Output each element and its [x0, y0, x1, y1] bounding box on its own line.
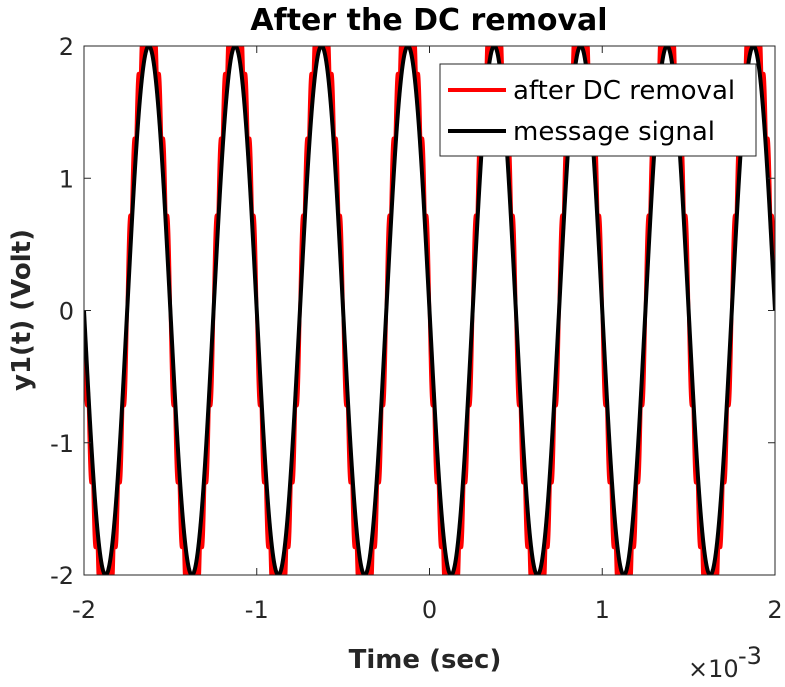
y-tick-label: -1: [50, 430, 74, 458]
legend: after DC removal message signal: [439, 63, 757, 157]
y-axis-label: y1(t) (Volt): [7, 229, 37, 391]
y-tick-label: 1: [59, 165, 74, 193]
x-tick-label: 2: [767, 596, 782, 624]
x-axis-label: Time (sec): [349, 645, 502, 675]
x-tick-label: -1: [245, 596, 269, 624]
x-axis-ticks: -2 -1 0 1 2: [72, 46, 783, 624]
y-tick-label: -2: [50, 562, 74, 590]
y-tick-label: 0: [59, 298, 74, 326]
legend-label-message-signal: message signal: [513, 117, 715, 147]
legend-label-after-dc-removal: after DC removal: [513, 76, 735, 106]
x-axis-exponent-base: ×10: [688, 655, 739, 682]
x-tick-label: 0: [422, 596, 437, 624]
chart-title: After the DC removal: [250, 3, 607, 38]
y-axis-ticks: -2 -1 0 1 2: [50, 33, 775, 590]
x-axis-exponent: ×10 -3: [688, 642, 762, 683]
x-tick-label: 1: [595, 596, 610, 624]
legend-box: [439, 63, 757, 157]
x-tick-label: -2: [72, 596, 96, 624]
y-tick-label: 2: [59, 33, 74, 61]
x-axis-exponent-power: -3: [738, 642, 762, 670]
